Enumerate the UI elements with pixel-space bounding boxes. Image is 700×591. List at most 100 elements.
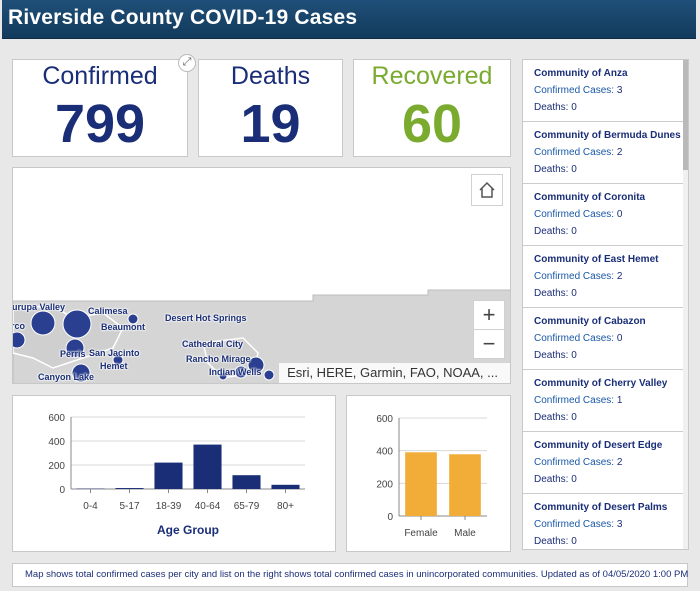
- confirmed-row: Confirmed Cases: 0: [534, 330, 688, 347]
- city-label: Jurupa Valley: [12, 302, 66, 312]
- zoom-in-button[interactable]: +: [473, 300, 505, 330]
- deaths-label: Deaths:: [534, 102, 569, 113]
- deaths-row: Deaths: 0: [534, 533, 688, 549]
- city-label: Indian Wells: [209, 367, 262, 377]
- confirmed-row: Confirmed Cases: 1: [534, 392, 688, 409]
- list-item[interactable]: Community of East Hemet Confirmed Cases: …: [523, 246, 688, 308]
- x-tick-label: Female: [404, 528, 438, 539]
- community-name: Community of Desert Palms: [534, 502, 668, 513]
- confirmed-row: Confirmed Cases: 2: [534, 144, 688, 161]
- x-tick-label: Male: [454, 528, 476, 539]
- list-item[interactable]: Community of Bermuda Dunes Confirmed Case…: [523, 122, 688, 184]
- city-label: Hemet: [100, 361, 128, 371]
- deaths-label: Deaths: [230, 62, 311, 90]
- y-tick-label: 400: [48, 437, 65, 448]
- list-item[interactable]: Community of Anza Confirmed Cases: 3 Death…: [523, 60, 688, 122]
- y-tick-label: 600: [48, 413, 65, 424]
- confirmed-label: Confirmed Cases:: [534, 519, 615, 530]
- bar: [232, 475, 261, 489]
- confirmed-value: 799: [54, 94, 146, 154]
- home-button[interactable]: [471, 174, 503, 206]
- y-tick-label: 0: [387, 512, 393, 523]
- city-label: Beaumont: [101, 322, 146, 332]
- city-label: Calimesa: [88, 306, 128, 316]
- deaths-count: 0: [571, 412, 577, 423]
- city-label: Canyon Lake: [38, 372, 95, 382]
- city-label: Desert Hot Springs: [165, 313, 247, 323]
- zoom-out-button[interactable]: −: [473, 329, 505, 359]
- deaths-label: Deaths:: [534, 226, 569, 237]
- city-label: Cathedral City: [182, 339, 244, 349]
- confirmed-label: Confirmed Cases:: [534, 333, 615, 344]
- scrollbar-thumb[interactable]: [683, 60, 688, 170]
- footer-text: Map shows total confirmed cases per city…: [25, 569, 689, 580]
- confirmed-label: Confirmed: [42, 62, 158, 90]
- x-tick-label: 80+: [277, 501, 294, 512]
- deaths-count: 0: [571, 164, 577, 175]
- deaths-row: Deaths: 0: [534, 285, 688, 302]
- recovered-label: Recovered: [371, 62, 493, 90]
- city-label: Perris: [60, 349, 86, 359]
- deaths-label: Deaths:: [534, 288, 569, 299]
- confirmed-label: Confirmed Cases:: [534, 457, 615, 468]
- confirmed-row: Confirmed Cases: 3: [534, 516, 688, 533]
- confirmed-row: Confirmed Cases: 0: [534, 206, 688, 223]
- deaths-value: 19: [240, 94, 301, 154]
- footer-note: Map shows total confirmed cases per city…: [12, 563, 688, 587]
- confirmed-row: Confirmed Cases: 3: [534, 82, 688, 99]
- page-title: Riverside County COVID-19 Cases: [8, 6, 358, 29]
- expand-icon[interactable]: ⤢: [178, 54, 196, 72]
- x-tick-label: 65-79: [234, 501, 260, 512]
- community-name: Community of Bermuda Dunes: [534, 130, 681, 141]
- map-attribution[interactable]: Esri, HERE, Garmin, FAO, NOAA, ...: [279, 363, 510, 383]
- deaths-label: Deaths:: [534, 164, 569, 175]
- bar: [115, 488, 144, 489]
- deaths-label: Deaths:: [534, 412, 569, 423]
- deaths-count: 0: [571, 536, 577, 547]
- case-bubble: [13, 331, 26, 349]
- deaths-label: Deaths:: [534, 536, 569, 547]
- community-name: Community of Cherry Valley: [534, 378, 668, 389]
- x-tick-label: 18-39: [156, 501, 182, 512]
- case-bubble: [62, 309, 92, 339]
- bar: [154, 462, 183, 489]
- county-boundary: [13, 289, 510, 383]
- list-item[interactable]: Community of Cabazon Confirmed Cases: 0 De…: [523, 308, 688, 370]
- list-scrollbar[interactable]: [683, 60, 688, 549]
- list-item[interactable]: Community of Desert Palms Confirmed Cases…: [523, 494, 688, 549]
- community-name: Community of Coronita: [534, 192, 646, 203]
- confirmed-count: 2: [616, 147, 623, 158]
- confirmed-count: 1: [616, 395, 623, 406]
- case-map[interactable]: Jurupa Valley Calimesa Desert Hot Spring…: [12, 167, 511, 384]
- age-group-chart: 0 200 400 600 0-4 5-17 18-39 40-64 65-79 80+ Age G…: [48, 413, 305, 537]
- deaths-count: 0: [571, 226, 577, 237]
- confirmed-label: Confirmed Cases:: [534, 209, 615, 220]
- confirmed-label: Confirmed Cases:: [534, 85, 615, 96]
- deaths-label: Deaths:: [534, 350, 569, 361]
- bar: [271, 484, 300, 489]
- list-item[interactable]: Community of Cherry Valley Confirmed Case…: [523, 370, 688, 432]
- confirmed-row: Confirmed Cases: 2: [534, 454, 688, 471]
- age-group-chart-card: 0 200 400 600 0-4 5-17 18-39 40-64 65-79 80+ Age G…: [12, 395, 336, 552]
- case-bubble: [30, 310, 56, 336]
- confirmed-label: Confirmed Cases:: [534, 271, 615, 282]
- community-list[interactable]: Community of Anza Confirmed Cases: 3 Death…: [522, 59, 689, 550]
- case-bubble: [71, 363, 91, 383]
- bar: [193, 444, 222, 489]
- y-tick-label: 0: [59, 485, 65, 496]
- confirmed-count: 2: [616, 457, 623, 468]
- community-name: Community of Anza: [534, 68, 628, 79]
- map-canvas[interactable]: [13, 168, 511, 384]
- recovered-value: 60: [401, 94, 463, 154]
- bar: [405, 452, 437, 516]
- case-bubble: [127, 313, 139, 325]
- deaths-row: Deaths: 0: [534, 161, 688, 178]
- list-item[interactable]: Community of Desert Edge Confirmed Cases:…: [523, 432, 688, 494]
- confirmed-count: 0: [616, 209, 623, 220]
- community-name: Community of Cabazon: [534, 316, 646, 327]
- x-tick-label: 5-17: [119, 501, 139, 512]
- case-bubble: [112, 354, 124, 366]
- confirmed-count: 3: [616, 519, 623, 530]
- deaths-row: Deaths: 0: [534, 471, 688, 488]
